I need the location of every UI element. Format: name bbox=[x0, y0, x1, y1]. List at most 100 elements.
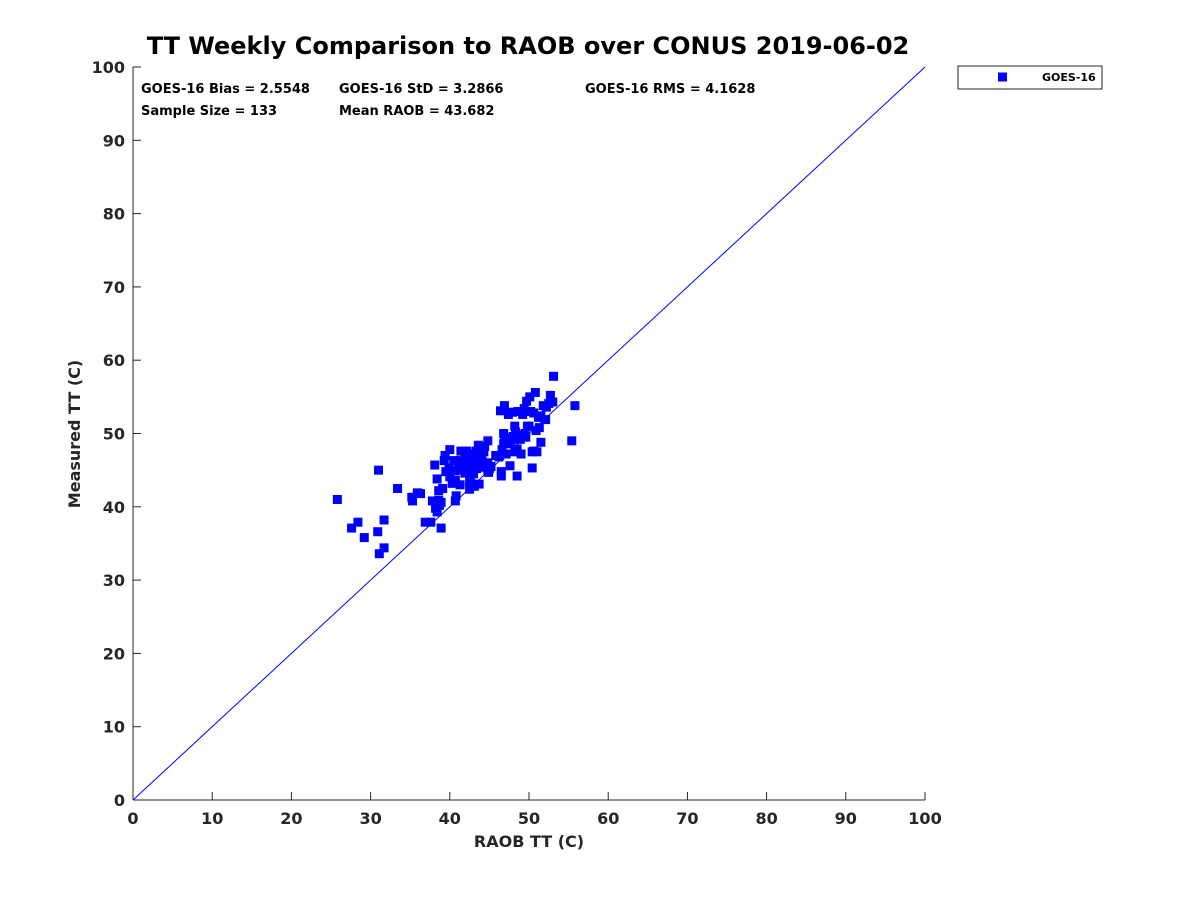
legend-square-marker bbox=[998, 72, 1007, 82]
data-point bbox=[440, 450, 450, 460]
data-point bbox=[521, 432, 531, 442]
data-point bbox=[436, 497, 446, 507]
data-point bbox=[499, 401, 509, 411]
x-tick-label: 20 bbox=[280, 809, 302, 828]
y-axis-ticks: 0 10 20 30 40 50 60 70 80 90 100 bbox=[92, 58, 141, 810]
data-point bbox=[529, 446, 539, 456]
data-point bbox=[450, 496, 460, 506]
data-point bbox=[374, 549, 384, 559]
data-point bbox=[451, 491, 461, 501]
data-point bbox=[431, 503, 441, 513]
x-tick-label: 70 bbox=[676, 809, 698, 828]
data-point bbox=[445, 445, 455, 455]
data-point bbox=[461, 461, 471, 471]
data-point bbox=[438, 483, 448, 493]
data-point bbox=[518, 409, 528, 419]
data-point bbox=[439, 456, 449, 466]
x-tick-label: 40 bbox=[439, 809, 461, 828]
data-point bbox=[447, 478, 457, 488]
y-tick-label: 60 bbox=[103, 351, 125, 370]
y-tick-label: 50 bbox=[103, 425, 125, 444]
x-tick-label: 60 bbox=[597, 809, 619, 828]
data-point bbox=[445, 472, 455, 482]
data-point bbox=[541, 415, 551, 425]
data-point bbox=[483, 436, 493, 446]
data-point bbox=[536, 437, 546, 447]
scatter-points bbox=[332, 371, 580, 559]
data-point bbox=[472, 464, 482, 474]
sample-size-annotation: Sample Size = 133 bbox=[141, 104, 277, 119]
data-point bbox=[460, 468, 470, 478]
data-point bbox=[519, 404, 529, 414]
data-point bbox=[454, 464, 464, 474]
data-point bbox=[530, 387, 540, 397]
data-point bbox=[483, 467, 493, 477]
data-point bbox=[522, 421, 532, 431]
data-point bbox=[408, 496, 418, 506]
data-point bbox=[527, 463, 537, 473]
legend-entry-goes-16: GOES-16 bbox=[1042, 71, 1096, 84]
data-point bbox=[475, 445, 485, 455]
data-point bbox=[426, 517, 436, 527]
data-point bbox=[548, 397, 558, 407]
y-tick-label: 20 bbox=[103, 644, 125, 663]
chart-title: TT Weekly Comparison to RAOB over CONUS … bbox=[147, 32, 910, 60]
data-point bbox=[393, 483, 403, 493]
bias-annotation: GOES-16 Bias = 2.5548 bbox=[141, 82, 310, 97]
x-tick-label: 10 bbox=[201, 809, 223, 828]
data-point bbox=[474, 479, 484, 489]
data-point bbox=[353, 517, 363, 527]
data-point bbox=[456, 446, 466, 456]
data-point bbox=[430, 460, 440, 470]
legend: GOES-16 bbox=[957, 65, 1103, 90]
data-point bbox=[570, 401, 580, 411]
data-point bbox=[379, 515, 389, 525]
data-point bbox=[503, 409, 513, 419]
x-tick-label: 50 bbox=[518, 809, 540, 828]
data-point bbox=[466, 449, 476, 459]
data-point bbox=[495, 406, 505, 416]
x-tick-label: 30 bbox=[359, 809, 381, 828]
y-tick-label: 100 bbox=[92, 58, 125, 77]
y-tick-label: 90 bbox=[103, 131, 125, 150]
data-point bbox=[496, 467, 506, 477]
data-point bbox=[501, 449, 511, 459]
y-tick-label: 30 bbox=[103, 571, 125, 590]
data-point bbox=[541, 402, 551, 412]
data-point bbox=[449, 456, 459, 466]
data-point bbox=[461, 446, 471, 456]
data-point bbox=[427, 496, 437, 506]
data-point bbox=[332, 494, 342, 504]
data-point bbox=[505, 461, 515, 471]
data-point bbox=[480, 442, 490, 452]
data-point bbox=[436, 523, 446, 533]
data-point bbox=[525, 392, 535, 402]
x-tick-label: 90 bbox=[835, 809, 857, 828]
data-point bbox=[420, 517, 430, 527]
data-point bbox=[468, 458, 478, 468]
y-tick-label: 70 bbox=[103, 278, 125, 297]
data-point bbox=[373, 527, 383, 537]
data-point bbox=[465, 484, 475, 494]
data-point bbox=[432, 474, 442, 484]
data-point bbox=[415, 489, 425, 499]
y-tick-label: 10 bbox=[103, 718, 125, 737]
data-point bbox=[465, 472, 475, 482]
x-tick-label: 100 bbox=[908, 809, 941, 828]
data-point bbox=[374, 465, 384, 475]
rms-annotation: GOES-16 RMS = 4.1628 bbox=[585, 82, 755, 97]
data-point bbox=[534, 412, 544, 422]
mean-raob-annotation: Mean RAOB = 43.682 bbox=[339, 104, 494, 119]
data-point bbox=[516, 449, 526, 459]
data-point bbox=[441, 467, 451, 477]
data-point bbox=[510, 421, 520, 431]
y-tick-label: 40 bbox=[103, 498, 125, 517]
data-point bbox=[534, 423, 544, 433]
x-tick-label: 0 bbox=[127, 809, 138, 828]
y-axis-label: Measured TT (C) bbox=[65, 360, 84, 508]
std-annotation: GOES-16 StD = 3.2866 bbox=[339, 82, 503, 97]
x-tick-label: 80 bbox=[755, 809, 777, 828]
data-point bbox=[347, 523, 357, 533]
data-point bbox=[469, 481, 479, 491]
